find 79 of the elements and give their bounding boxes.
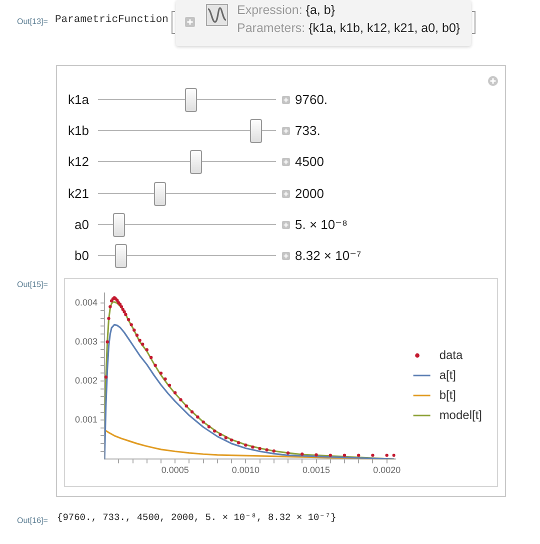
point bbox=[218, 432, 222, 436]
text: Out[16]= bbox=[17, 516, 48, 526]
point bbox=[258, 447, 262, 450]
point bbox=[184, 404, 188, 408]
text: 4500 bbox=[295, 154, 324, 170]
y-tick-label: 0.003 bbox=[74, 336, 98, 346]
point bbox=[300, 452, 304, 456]
point bbox=[244, 444, 248, 447]
point bbox=[154, 364, 157, 367]
point bbox=[122, 310, 126, 314]
text: a0 bbox=[74, 217, 89, 233]
point bbox=[106, 340, 109, 344]
y-tick-label: 0.002 bbox=[74, 375, 98, 386]
point bbox=[150, 356, 153, 360]
point bbox=[314, 453, 318, 456]
text: Parameters: bbox=[237, 21, 306, 35]
text: 2000 bbox=[295, 186, 324, 202]
point bbox=[265, 448, 268, 452]
point bbox=[126, 318, 130, 322]
point bbox=[357, 454, 360, 457]
point bbox=[342, 454, 346, 457]
text: k1a bbox=[68, 92, 89, 108]
point bbox=[108, 305, 112, 308]
point bbox=[121, 308, 124, 312]
point bbox=[237, 441, 240, 444]
legend-label: b[t] bbox=[439, 388, 456, 402]
point bbox=[145, 348, 148, 352]
point bbox=[202, 420, 205, 424]
text: k12 bbox=[68, 154, 89, 170]
point bbox=[392, 454, 396, 457]
legend-label: model[t] bbox=[439, 408, 482, 422]
text: 5. × 10⁻⁸ bbox=[295, 217, 348, 233]
point bbox=[251, 445, 254, 449]
point bbox=[168, 384, 172, 387]
point bbox=[107, 316, 110, 320]
text: Out[13]= bbox=[17, 17, 48, 27]
text: k21 bbox=[68, 186, 89, 202]
point bbox=[138, 338, 142, 342]
text: ParametricFunction bbox=[55, 14, 168, 27]
text: {9760., 733., 4500, 2000, 5. × 10⁻⁸, 8.32 × 10⁻⁷} bbox=[57, 512, 336, 524]
text: b0 bbox=[74, 248, 89, 264]
point bbox=[286, 451, 290, 455]
x-tick-label: 0.0015 bbox=[302, 465, 330, 476]
point bbox=[207, 425, 211, 428]
point bbox=[104, 375, 108, 379]
legend-label: a[t] bbox=[439, 368, 456, 382]
text: Expression: bbox=[237, 3, 302, 17]
point bbox=[385, 454, 388, 457]
point bbox=[179, 398, 182, 402]
x-tick-label: 0.0010 bbox=[232, 465, 260, 476]
point bbox=[230, 438, 234, 442]
text: 9760. bbox=[295, 92, 328, 108]
point bbox=[213, 429, 216, 433]
point bbox=[224, 436, 228, 440]
text: k1b bbox=[68, 123, 89, 139]
point bbox=[124, 312, 128, 316]
point bbox=[159, 372, 163, 375]
point bbox=[371, 454, 374, 457]
text: {a, b} bbox=[306, 3, 335, 17]
point bbox=[190, 410, 194, 414]
point bbox=[130, 323, 133, 326]
point bbox=[196, 415, 200, 419]
x-tick-label: 0.0005 bbox=[161, 465, 189, 476]
point bbox=[272, 449, 276, 453]
text: Out[15]= bbox=[17, 280, 48, 290]
point bbox=[141, 342, 144, 346]
y-tick-label: 0.001 bbox=[74, 414, 98, 425]
point bbox=[132, 328, 136, 332]
point bbox=[135, 334, 139, 337]
point bbox=[120, 305, 124, 308]
y-tick-label: 0.004 bbox=[74, 297, 98, 308]
text: {k1a, k1b, k12, k21, a0, b0} bbox=[308, 21, 460, 35]
legend-label: data bbox=[439, 348, 463, 362]
x-tick-label: 0.0020 bbox=[373, 465, 401, 476]
point bbox=[328, 454, 332, 457]
point bbox=[174, 391, 177, 394]
text: 8.32 × 10⁻⁷ bbox=[295, 248, 362, 264]
text: 733. bbox=[295, 123, 320, 139]
point bbox=[164, 377, 167, 381]
